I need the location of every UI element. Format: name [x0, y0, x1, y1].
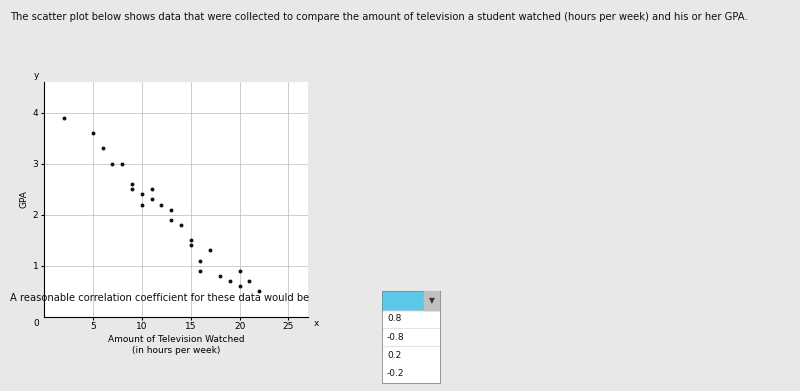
Point: [155, 201, 168, 208]
Bar: [382, 291, 440, 310]
Point: [116, 161, 129, 167]
Point: [214, 273, 226, 279]
Text: ▼: ▼: [429, 296, 435, 305]
Point: [184, 237, 197, 243]
Point: [86, 130, 99, 136]
Text: A reasonable correlation coefficient for these data would be: A reasonable correlation coefficient for…: [10, 293, 309, 303]
Point: [126, 186, 138, 192]
Point: [253, 288, 266, 294]
Point: [194, 268, 207, 274]
Point: [165, 206, 178, 213]
Point: [233, 283, 246, 289]
X-axis label: Amount of Television Watched
(in hours per week): Amount of Television Watched (in hours p…: [108, 335, 244, 355]
Point: [184, 242, 197, 248]
Text: -0.2: -0.2: [387, 369, 405, 378]
Point: [174, 222, 187, 228]
Bar: [424, 291, 440, 310]
Text: 0: 0: [34, 319, 39, 328]
Point: [194, 258, 207, 264]
Point: [135, 201, 148, 208]
Point: [145, 186, 158, 192]
Text: x: x: [314, 319, 319, 328]
Point: [165, 217, 178, 223]
Point: [57, 115, 70, 121]
Point: [233, 268, 246, 274]
Point: [145, 196, 158, 203]
Text: The scatter plot below shows data that were collected to compare the amount of t: The scatter plot below shows data that w…: [10, 12, 747, 22]
Point: [126, 181, 138, 187]
Point: [223, 278, 236, 284]
Point: [106, 161, 119, 167]
Point: [96, 145, 109, 152]
Text: y: y: [34, 70, 39, 79]
Text: 0.8: 0.8: [387, 314, 402, 323]
Point: [243, 278, 256, 284]
Text: 0.2: 0.2: [387, 351, 402, 360]
Text: -0.8: -0.8: [387, 333, 405, 342]
Point: [204, 247, 217, 253]
Y-axis label: GPA: GPA: [19, 190, 29, 208]
Point: [135, 191, 148, 197]
